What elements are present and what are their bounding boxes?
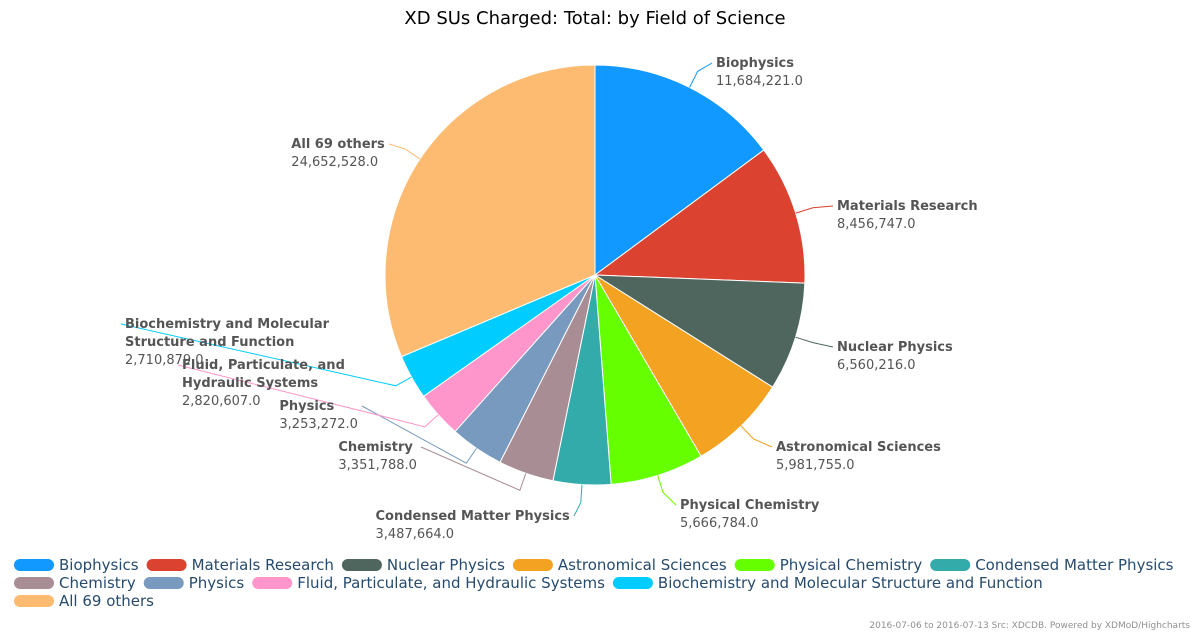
legend-item-physical-chemistry[interactable]: Physical Chemistry xyxy=(734,556,923,574)
data-label-value: 3,351,788.0 xyxy=(338,458,417,473)
data-label-astronomical-sciences: Astronomical Sciences 5,981,755.0 xyxy=(776,440,941,473)
legend-label: Physical Chemistry xyxy=(780,556,923,574)
legend-item-nuclear-physics[interactable]: Nuclear Physics xyxy=(341,556,505,574)
data-label-physical-chemistry: Physical Chemistry 5,666,784.0 xyxy=(680,498,820,531)
legend-swatch xyxy=(512,559,553,571)
data-label-name: Astronomical Sciences xyxy=(776,440,941,455)
legend-label: All 69 others xyxy=(59,592,154,610)
data-label-name: Biophysics xyxy=(716,56,794,71)
legend: Biophysics Materials Research Nuclear Phys… xyxy=(14,556,1174,610)
data-label-name: Materials Research xyxy=(837,199,978,214)
legend-swatch xyxy=(612,577,653,589)
connector-biophysics xyxy=(689,62,713,88)
data-label-name: All 69 others xyxy=(291,137,385,152)
legend-swatch xyxy=(341,559,382,571)
legend-item-chemistry[interactable]: Chemistry xyxy=(14,574,136,592)
legend-item-condensed-matter-physics[interactable]: Condensed Matter Physics xyxy=(930,556,1174,574)
data-label-value: 6,560,216.0 xyxy=(837,358,916,373)
data-label-biochemistry-and-molecular-structure-and-function: Biochemistry and Molecular Structure and … xyxy=(125,317,330,368)
legend-item-biophysics[interactable]: Biophysics xyxy=(14,556,139,574)
legend-swatch xyxy=(14,577,54,589)
legend-label: Materials Research xyxy=(192,556,334,574)
legend-item-astronomical-sciences[interactable]: Astronomical Sciences xyxy=(512,556,727,574)
connector-physics xyxy=(361,405,477,464)
data-label-biophysics: Biophysics 11,684,221.0 xyxy=(716,56,803,89)
legend-swatch xyxy=(252,577,293,589)
legend-item-fluid-particulate-and-hydraulic-systems[interactable]: Fluid, Particulate, and Hydraulic System… xyxy=(252,574,605,592)
legend-item-biochemistry-and-molecular-structure-and-function[interactable]: Biochemistry and Molecular Structure and… xyxy=(612,574,1043,592)
pie-slice-materials-research[interactable] xyxy=(593,149,806,284)
data-label-value: 2,710,879.0 xyxy=(125,353,204,368)
connector-physical-chemistry xyxy=(657,475,677,506)
credits-text[interactable]: 2016-07-06 to 2016-07-13 Src: XDCDB. Pow… xyxy=(869,621,1190,631)
data-label-name: Structure and Function xyxy=(125,335,294,350)
data-label-fluid-particulate-and-hydraulic-systems: Fluid, Particulate, and Hydraulic Systems… xyxy=(182,358,345,409)
connector-astronomical-sciences xyxy=(740,425,773,448)
legend-label: Condensed Matter Physics xyxy=(975,556,1173,574)
data-label-condensed-matter-physics: Condensed Matter Physics 3,487,664.0 xyxy=(376,509,571,542)
connector-biochemistry-and-molecular-structure-and-function xyxy=(120,323,412,387)
data-label-value: 24,652,528.0 xyxy=(291,155,378,170)
legend-label: Chemistry xyxy=(59,574,136,592)
data-label-value: 2,820,607.0 xyxy=(182,394,261,409)
data-label-value: 5,666,784.0 xyxy=(680,516,759,531)
legend-swatch xyxy=(734,559,775,571)
connector-all-69-others xyxy=(388,143,421,160)
legend-swatch xyxy=(146,559,187,571)
data-label-value: 11,684,221.0 xyxy=(716,74,803,89)
legend-item-physics[interactable]: Physics xyxy=(143,574,245,592)
data-label-value: 5,981,755.0 xyxy=(776,458,855,473)
pie-slice-biophysics[interactable] xyxy=(594,64,765,276)
legend-label: Fluid, Particulate, and Hydraulic System… xyxy=(297,574,605,592)
data-label-value: 8,456,747.0 xyxy=(837,217,916,232)
data-label-name: Chemistry xyxy=(338,440,413,455)
connector-condensed-matter-physics xyxy=(573,484,583,517)
legend-item-materials-research[interactable]: Materials Research xyxy=(146,556,334,574)
data-label-name: Nuclear Physics xyxy=(837,340,953,355)
label-connectors xyxy=(120,62,834,517)
data-label-chemistry: Chemistry 3,351,788.0 xyxy=(338,440,417,473)
legend-label: Biophysics xyxy=(59,556,139,574)
legend-label: Biochemistry and Molecular Structure and… xyxy=(658,574,1043,592)
data-label-name: Physical Chemistry xyxy=(680,498,820,513)
data-label-name: Biochemistry and Molecular xyxy=(125,317,330,332)
pie-slice-all-69-others[interactable] xyxy=(384,64,596,358)
data-label-name: Condensed Matter Physics xyxy=(376,509,571,524)
legend-label: Physics xyxy=(189,574,245,592)
legend-swatch xyxy=(143,577,184,589)
data-label-name: Physics xyxy=(279,399,334,414)
chart-title: XD SUs Charged: Total: by Field of Scien… xyxy=(404,8,785,29)
data-label-all-69-others: All 69 others 24,652,528.0 xyxy=(291,137,385,170)
legend-item-all-69-others[interactable]: All 69 others xyxy=(14,592,154,610)
data-label-name: Hydraulic Systems xyxy=(182,376,318,391)
data-label-materials-research: Materials Research 8,456,747.0 xyxy=(837,199,978,232)
data-label-name: Fluid, Particulate, and xyxy=(182,358,345,373)
connector-chemistry xyxy=(420,446,527,491)
legend-swatch xyxy=(930,559,971,571)
pie-slice-astronomical-sciences[interactable] xyxy=(594,274,774,457)
data-label-value: 3,487,664.0 xyxy=(376,527,455,542)
legend-swatch xyxy=(14,595,54,607)
data-labels: Biophysics 11,684,221.0 Materials Research… xyxy=(125,56,978,542)
legend-label: Astronomical Sciences xyxy=(558,556,727,574)
connector-materials-research xyxy=(795,205,834,214)
data-label-nuclear-physics: Nuclear Physics 6,560,216.0 xyxy=(837,340,953,373)
pie-slices xyxy=(384,64,806,486)
legend-swatch xyxy=(14,559,54,571)
pie-slice-nuclear-physics[interactable] xyxy=(593,274,806,388)
legend-label: Nuclear Physics xyxy=(387,556,505,574)
connector-fluid-particulate-and-hydraulic-systems xyxy=(177,364,439,428)
data-label-value: 3,253,272.0 xyxy=(279,417,358,432)
connector-nuclear-physics xyxy=(795,336,834,348)
data-label-physics: Physics 3,253,272.0 xyxy=(279,399,358,432)
